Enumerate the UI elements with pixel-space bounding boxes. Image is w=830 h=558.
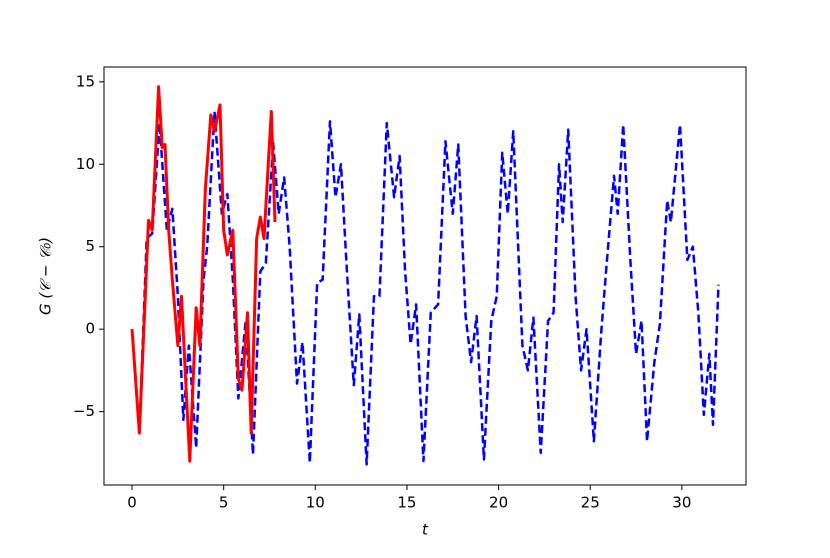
plot-frame: [103, 66, 747, 486]
y-tick-label: 15: [76, 72, 95, 90]
x-tick-label: 20: [489, 494, 508, 512]
x-tick-label: 10: [306, 494, 325, 512]
series-line: [130, 110, 720, 466]
x-tick-label: 25: [581, 494, 600, 512]
y-tick-label: 5: [85, 237, 95, 255]
x-tick-label: 15: [397, 494, 416, 512]
y-tick-label: 10: [76, 155, 95, 173]
series-line: [130, 85, 277, 463]
y-tick-label: 0: [85, 320, 95, 338]
y-axis-label: G (𝒞 − 𝒞₀): [37, 237, 55, 315]
y-tick-label: −5: [73, 402, 95, 420]
x-tick-label: 0: [127, 494, 137, 512]
x-tick-label: 5: [219, 494, 229, 512]
x-tick-label: 30: [672, 494, 691, 512]
x-axis-label: t: [422, 521, 429, 539]
